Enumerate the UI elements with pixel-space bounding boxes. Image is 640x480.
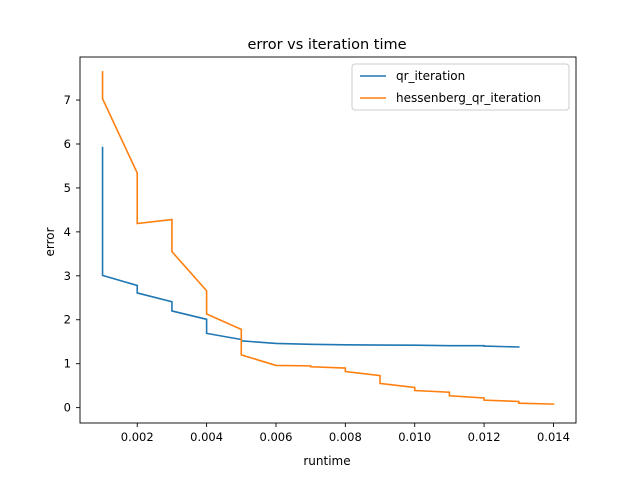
legend-box bbox=[351, 63, 570, 111]
x-tick-label: 0.010 bbox=[398, 430, 431, 444]
y-tick-label: 5 bbox=[64, 181, 71, 195]
y-axis-label: error bbox=[43, 227, 57, 256]
y-tick-label: 7 bbox=[64, 93, 71, 107]
x-tick-label: 0.002 bbox=[121, 430, 154, 444]
x-tick-label: 0.006 bbox=[260, 430, 293, 444]
x-axis: 0.002 0.004 0.006 0.008 0.010 0.012 0.014 bbox=[121, 423, 570, 444]
series-line-hessenberg-qr-iteration bbox=[101, 71, 555, 405]
y-tick-label: 0 bbox=[64, 401, 71, 415]
x-axis-label: runtime bbox=[303, 454, 350, 468]
plot-area bbox=[79, 56, 577, 424]
y-axis: 0 1 2 3 4 5 6 7 bbox=[64, 93, 80, 415]
chart-title: error vs iteration time bbox=[247, 37, 406, 53]
y-tick-label: 6 bbox=[64, 137, 71, 151]
y-tick-label: 3 bbox=[64, 269, 71, 283]
x-tick-label: 0.014 bbox=[537, 430, 570, 444]
legend-label: qr_iteration bbox=[396, 69, 465, 83]
y-tick-label: 4 bbox=[64, 225, 71, 239]
legend-label: hessenberg_qr_iteration bbox=[396, 91, 541, 105]
y-tick-label: 1 bbox=[64, 357, 71, 371]
legend: qr_iteration hessenberg_qr_iteration bbox=[351, 63, 570, 111]
x-tick-label: 0.004 bbox=[190, 430, 223, 444]
x-tick-label: 0.012 bbox=[468, 430, 501, 444]
x-tick-label: 0.008 bbox=[329, 430, 362, 444]
plot-frame bbox=[79, 56, 577, 424]
y-tick-label: 2 bbox=[64, 313, 71, 327]
